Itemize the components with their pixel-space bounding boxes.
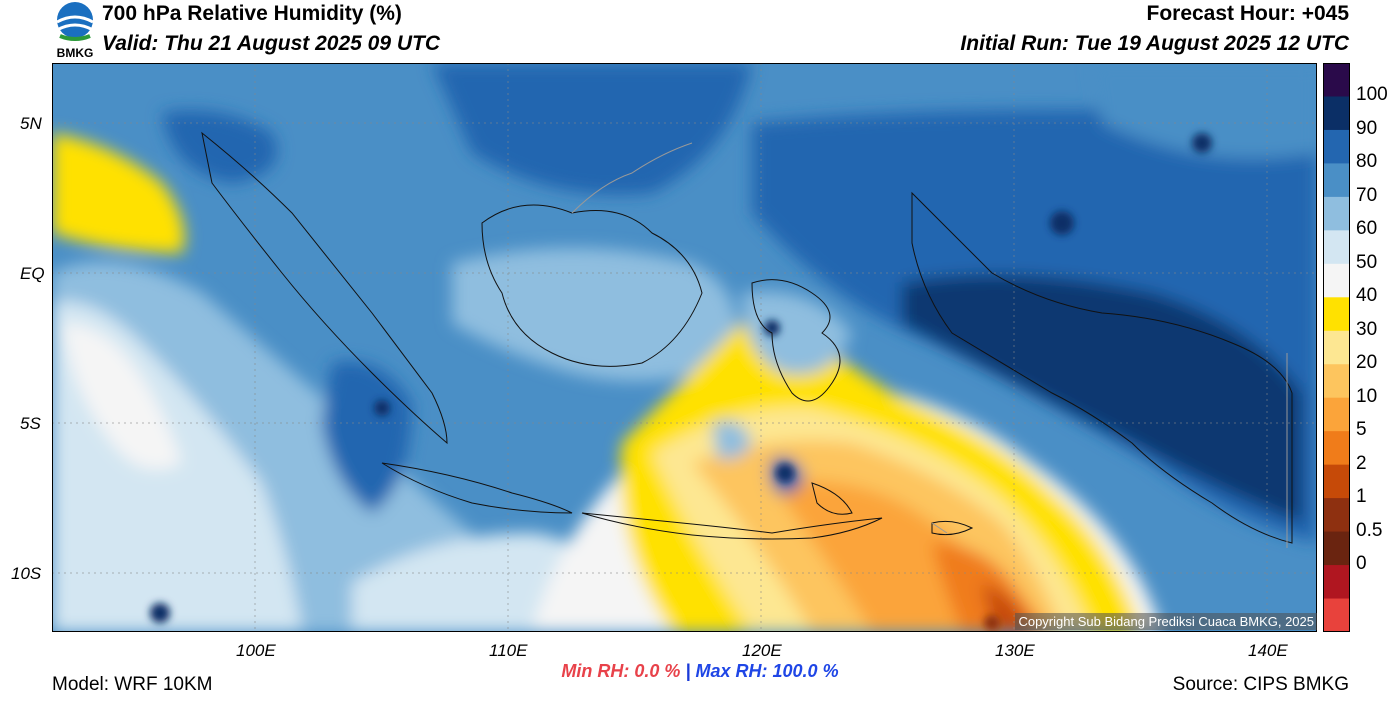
lat-label-5n: 5N <box>20 114 42 133</box>
colorbar-label: 0.5 <box>1356 519 1383 541</box>
colorbar-label: 5 <box>1356 419 1367 441</box>
colorbar-segment <box>1323 397 1350 432</box>
initial-run: Initial Run: Tue 19 August 2025 12 UTC <box>960 32 1349 55</box>
colorbar-label: 100 <box>1356 84 1388 106</box>
colorbar-segment <box>1323 565 1350 600</box>
colorbar-label: 70 <box>1356 184 1378 206</box>
coastlines <box>201 131 1293 544</box>
colorbar-segment <box>1323 464 1350 499</box>
map-frame <box>52 63 1317 632</box>
bmkg-logo: BMKG <box>56 2 94 60</box>
colorbar-segment <box>1323 96 1350 131</box>
colorbar-label: 90 <box>1356 117 1378 139</box>
logo-text: BMKG <box>57 46 94 60</box>
colorbar-segment <box>1323 63 1350 97</box>
colorbar-label: 40 <box>1356 285 1378 307</box>
forecast-hour: Forecast Hour: +045 <box>1146 2 1350 25</box>
humidity-map <box>52 63 1317 632</box>
colorbar-segment <box>1323 498 1350 533</box>
colorbar-segment <box>1323 196 1350 231</box>
copyright-note: Copyright Sub Bidang Prediksi Cuaca BMKG… <box>1015 613 1317 630</box>
lon-label-110e: 110E <box>489 641 528 660</box>
lon-label-140e: 140E <box>1248 641 1288 660</box>
stats-separator: | <box>685 661 691 681</box>
colorbar-label: 10 <box>1356 385 1378 407</box>
colorbar-segment <box>1323 531 1350 566</box>
valid-time: Valid: Thu 21 August 2025 09 UTC <box>102 32 441 55</box>
map-graticule <box>52 63 1317 632</box>
colorbar-frame <box>1323 63 1350 632</box>
colorbar-segment <box>1323 297 1350 332</box>
colorbar-label: 0 <box>1356 553 1367 575</box>
lon-label-120e: 120E <box>742 641 782 660</box>
lat-label-5s: 5S <box>20 414 41 433</box>
colorbar-segment <box>1323 163 1350 198</box>
colorbar-label: 1 <box>1356 486 1367 508</box>
source-label: Source: CIPS BMKG <box>1172 674 1349 695</box>
lat-label-10s: 10S <box>11 564 42 583</box>
colorbar-segment <box>1323 598 1350 632</box>
colorbar-label: 2 <box>1356 452 1367 474</box>
colorbar-segment <box>1323 129 1350 164</box>
colorbar-label: 60 <box>1356 218 1378 240</box>
colorbar-segment <box>1323 364 1350 399</box>
colorbar-label: 50 <box>1356 251 1378 273</box>
colorbar-label: 20 <box>1356 352 1378 374</box>
colorbar <box>1323 63 1350 632</box>
min-rh: Min RH: 0.0 % <box>561 661 681 681</box>
humidity-fields <box>52 63 1317 632</box>
colorbar-segment <box>1323 330 1350 365</box>
colorbar-label: 80 <box>1356 151 1378 173</box>
lat-label-eq: EQ <box>20 264 45 283</box>
colorbar-segment <box>1323 230 1350 265</box>
borders <box>571 142 1288 548</box>
model-label: Model: WRF 10KM <box>52 674 213 695</box>
colorbar-segment <box>1323 431 1350 466</box>
colorbar-segment <box>1323 263 1350 298</box>
lon-label-130e: 130E <box>995 641 1035 660</box>
colorbar-label: 30 <box>1356 318 1378 340</box>
rh-stats: Min RH: 0.0 % | Max RH: 100.0 % <box>0 661 1400 682</box>
map-title: 700 hPa Relative Humidity (%) <box>102 2 402 25</box>
lon-label-100e: 100E <box>236 641 276 660</box>
max-rh: Max RH: 100.0 % <box>695 661 839 681</box>
